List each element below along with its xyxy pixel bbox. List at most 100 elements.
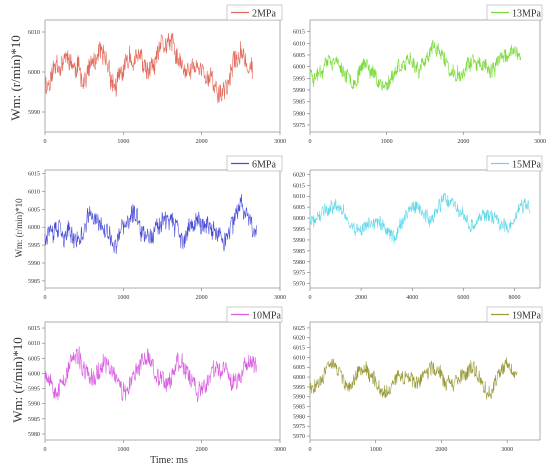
x-tick-label: 2000 (355, 295, 367, 301)
x-tick-label: 0 (309, 447, 312, 453)
x-tick-label: 1000 (381, 139, 393, 145)
x-tick-label: 0 (44, 139, 47, 145)
x-tick-label: 2000 (196, 295, 208, 301)
y-tick-label: 5990 (28, 110, 40, 116)
x-tick-label: 2000 (196, 139, 208, 145)
x-tick-label: 0 (44, 447, 47, 453)
x-tick-label: 3000 (534, 139, 546, 145)
y-tick-label: 5990 (28, 402, 40, 408)
x-tick-label: 3000 (501, 447, 513, 453)
y-tick-label: 6015 (293, 346, 305, 352)
y-tick-label: 6010 (293, 355, 305, 361)
y-tick-label: 5970 (293, 434, 305, 440)
x-tick-label: 2000 (457, 139, 469, 145)
y-tick-label: 5980 (293, 414, 305, 420)
y-tick-label: 5995 (293, 385, 305, 391)
legend-box (226, 306, 283, 323)
y-tick-label: 5985 (28, 417, 40, 423)
y-tick-label: 6000 (28, 70, 40, 76)
chart-panel-6MPa: 5985 5990 5995 6000 6005 6010 6015 0 1000 2000 300… (28, 155, 286, 301)
y-tick-label: 6000 (293, 375, 305, 381)
y-tick-label: 5980 (28, 432, 40, 438)
series-line-15MPa (309, 192, 531, 244)
y-tick-label: 6025 (293, 326, 305, 332)
y-tick-label: 5980 (293, 111, 305, 117)
y-tick-label: 6010 (293, 41, 305, 47)
y-tick-label: 6015 (28, 326, 40, 332)
chart-panel-13MPa: 5975 5980 5985 5990 5995 6000 6005 6010 6015 0 100… (293, 4, 546, 145)
x-axis-label: Time: ms (150, 455, 188, 466)
x-tick-label: 1000 (370, 447, 382, 453)
y-tick-label: 5990 (293, 88, 305, 94)
y-tick-label: 5995 (293, 76, 305, 82)
plot-frame (44, 321, 281, 441)
x-tick-label: 0 (309, 139, 312, 145)
y-tick-label: 5995 (28, 387, 40, 393)
chart-panel-2MPa: 5990 6000 6010 0 1000 2000 3000 2MPa (28, 4, 286, 145)
plot-frame (44, 19, 281, 133)
y-tick-label: 5970 (293, 282, 305, 288)
y-tick-label: 5975 (293, 271, 305, 277)
y-tick-label: 5990 (293, 238, 305, 244)
y-tick-label: 6015 (28, 172, 40, 178)
legend-label: 2MPa (252, 9, 276, 20)
series-line-6MPa (44, 193, 257, 255)
y-tick-label: 6010 (28, 341, 40, 347)
x-tick-label: 1000 (117, 139, 129, 145)
x-tick-label: 0 (309, 295, 312, 301)
y-tick-label: 5985 (293, 405, 305, 411)
plot-frame (309, 169, 541, 289)
x-tick-label: 8000 (508, 295, 520, 301)
y-tick-label: 5995 (28, 243, 40, 249)
y-axis-label-top: Wm: (r/min)*10 (8, 35, 23, 121)
y-tick-label: 5985 (293, 100, 305, 106)
x-tick-label: 1000 (117, 447, 129, 453)
y-tick-label: 6020 (293, 172, 305, 178)
legend-box (486, 155, 543, 172)
y-tick-label: 6000 (293, 65, 305, 71)
y-tick-label: 5975 (293, 123, 305, 129)
legend-label: 6MPa (252, 160, 276, 171)
x-tick-label: 2000 (196, 447, 208, 453)
y-tick-label: 6005 (293, 53, 305, 59)
legend-box (226, 155, 283, 172)
legend-box (486, 4, 543, 21)
y-tick-label: 5990 (28, 261, 40, 267)
x-tick-label: 3000 (274, 139, 286, 145)
y-tick-label: 6005 (293, 205, 305, 211)
legend-label: 19MPa (512, 311, 541, 322)
x-tick-label: 3000 (274, 447, 286, 453)
y-tick-label: 6005 (293, 365, 305, 371)
y-tick-label: 6005 (28, 207, 40, 213)
y-tick-label: 6000 (28, 371, 40, 377)
y-tick-label: 5995 (293, 227, 305, 233)
series-line-19MPa (309, 357, 518, 400)
y-axis-label-middle: Wm: (r/min)*10 (14, 198, 24, 258)
y-tick-label: 6020 (293, 336, 305, 342)
plot-frame (44, 169, 281, 289)
chart-panel-15MPa: 5970 5975 5980 5985 5990 5995 6000 6005 6010 6015… (293, 155, 543, 301)
x-tick-label: 2000 (435, 447, 447, 453)
chart-panel-10MPa: 5980 5985 5990 5995 6000 6005 6010 6015 0 1000 200… (28, 306, 286, 453)
series-line-13MPa (309, 39, 522, 91)
y-tick-label: 5985 (28, 279, 40, 285)
x-tick-label: 4000 (406, 295, 418, 301)
y-tick-label: 6000 (293, 216, 305, 222)
x-tick-label: 6000 (457, 295, 469, 301)
y-tick-label: 5985 (293, 249, 305, 255)
x-tick-label: 1000 (117, 295, 129, 301)
x-tick-label: 0 (44, 295, 47, 301)
y-tick-label: 6010 (28, 189, 40, 195)
legend-label: 15MPa (512, 160, 541, 171)
y-tick-label: 5990 (293, 395, 305, 401)
y-tick-label: 6015 (293, 183, 305, 189)
legend-box (486, 306, 543, 323)
y-tick-label: 5975 (293, 424, 305, 430)
series-line-10MPa (44, 346, 257, 403)
series-line-2MPa (44, 32, 253, 104)
y-tick-label: 6010 (28, 30, 40, 36)
y-tick-label: 6005 (28, 356, 40, 362)
y-tick-label: 6000 (28, 225, 40, 231)
